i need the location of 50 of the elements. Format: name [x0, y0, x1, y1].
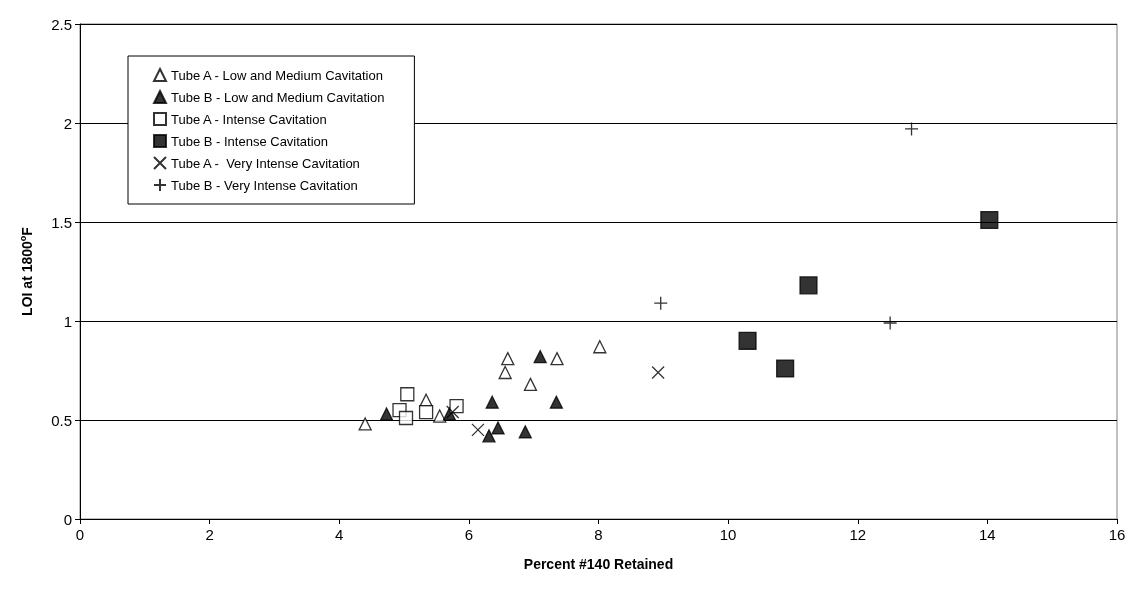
legend-label: Tube A - Very Intense Cavitation	[171, 155, 360, 171]
point	[482, 429, 496, 443]
point	[498, 365, 512, 380]
legend-label: Tube A - Intense Cavitation	[171, 111, 327, 127]
point	[533, 349, 547, 364]
legend-label: Tube B - Very Intense Cavitation	[171, 177, 358, 193]
point	[653, 296, 668, 311]
x-tick-label: 2	[205, 526, 214, 543]
y-tick-label: 0	[63, 510, 72, 528]
point	[518, 425, 532, 439]
point	[398, 410, 414, 426]
point	[358, 417, 372, 431]
legend-label: Tube B - Low and Medium Cavitation	[171, 89, 385, 105]
x-tick-label: 10	[719, 526, 737, 543]
y-tick-label: 2	[63, 114, 72, 132]
x-axis-title: Percent #140 Retained	[523, 556, 674, 572]
y-tick-label: 2.5	[51, 15, 72, 33]
point	[904, 121, 919, 137]
point	[379, 407, 394, 421]
point	[980, 210, 999, 230]
point	[549, 395, 564, 409]
legend-label: Tube B - Intense Cavitation	[171, 133, 329, 149]
point	[593, 340, 607, 354]
point	[651, 365, 665, 380]
x-tick-label: 6	[464, 526, 474, 543]
point	[485, 395, 499, 409]
point	[471, 423, 485, 437]
x-tick-label: 14	[979, 526, 996, 543]
point	[776, 359, 795, 378]
x-tick-label: 12	[849, 526, 867, 543]
x-tick-label: 0	[75, 526, 85, 543]
y-axis-title: LOI at 1800oF	[17, 226, 35, 316]
point	[738, 331, 757, 350]
point	[523, 377, 538, 392]
point	[550, 351, 564, 366]
y-tick-label: 1.5	[51, 213, 72, 231]
point	[446, 405, 460, 419]
point	[418, 404, 434, 420]
y-tick-label: 1	[63, 312, 72, 330]
point	[400, 387, 415, 402]
point	[433, 409, 447, 423]
point	[799, 276, 818, 295]
legend-label: Tube A - Low and Medium Cavitation	[171, 67, 383, 83]
point	[501, 351, 515, 366]
x-tick-label: 4	[335, 526, 344, 543]
x-tick-label: 16	[1108, 526, 1126, 543]
x-tick-label: 8	[594, 526, 603, 543]
point	[491, 421, 505, 435]
y-tick-label: 0.5	[51, 411, 72, 429]
point	[883, 315, 898, 331]
